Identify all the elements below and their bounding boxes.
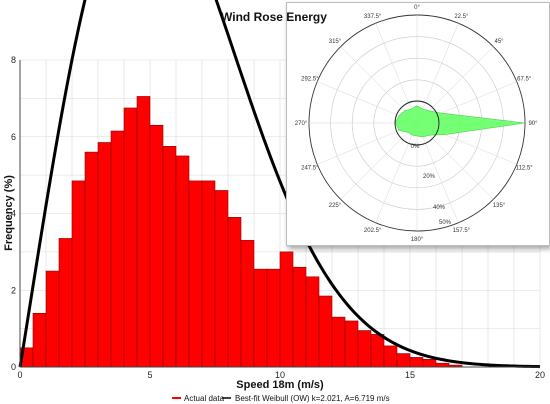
- histogram-bar: [279, 251, 294, 368]
- histogram-bar: [162, 146, 177, 368]
- wind-rose-spoke: [416, 46, 494, 124]
- wind-rose-direction-label: 67.5°: [517, 77, 532, 83]
- histogram-bar: [435, 362, 450, 368]
- wind-rose-direction-label: 22.5°: [454, 14, 469, 20]
- wind-rose-radial-label: 40%: [433, 205, 446, 211]
- wind-rose-direction-label: 337.5°: [364, 14, 382, 20]
- histogram-bar: [240, 240, 255, 368]
- x-tick-label: 20: [535, 370, 545, 380]
- y-tick-label: 4: [11, 209, 16, 219]
- wind-rose-spoke: [375, 23, 418, 124]
- weibull-curve: [18, 0, 541, 369]
- histogram-bar: [331, 316, 346, 368]
- histogram-bar: [149, 124, 164, 368]
- wind-rose-direction-label: 157.5°: [453, 228, 471, 234]
- wind-rose-spoke: [340, 122, 418, 200]
- legend-weibull-label: Best-fit Weibull (OW) k=2.021, A=6.719 m…: [235, 394, 390, 403]
- histogram-bar: [370, 334, 385, 368]
- x-tick-label: 10: [275, 370, 285, 380]
- wind-rose-direction-label: 270°: [295, 121, 308, 127]
- histogram-bar: [422, 359, 437, 368]
- wind-rose-direction-label: 292.5°: [301, 77, 319, 83]
- wind-rose-direction-label: 202.5°: [364, 228, 382, 234]
- wind-rose-radial-label: 20%: [423, 174, 436, 180]
- y-tick-label: 2: [11, 285, 16, 295]
- histogram-bar: [71, 180, 86, 368]
- histogram-bar: [318, 295, 333, 368]
- histogram-bar: [110, 130, 125, 368]
- histogram-bar: [396, 353, 411, 368]
- histogram-bar: [32, 312, 47, 368]
- histogram-bar: [227, 217, 242, 368]
- legend-actual-label: Actual data: [184, 394, 225, 403]
- y-tick-labels: 0 2 4 6 8: [11, 55, 16, 372]
- histogram-bar: [123, 107, 138, 368]
- wind-rose-area: [395, 105, 526, 138]
- histogram-bar: [383, 345, 398, 368]
- x-tick-label: 5: [147, 370, 152, 380]
- histogram-bar: [188, 180, 203, 368]
- wind-rose-direction-label: 247.5°: [301, 165, 319, 171]
- wind-rose-direction-label: 90°: [528, 121, 538, 127]
- wind-rose-radial-label: 50%: [439, 220, 452, 226]
- wind-rose-direction-label: 0°: [414, 5, 420, 11]
- x-axis-label: Speed 18m (m/s): [236, 379, 324, 391]
- wind-rose-spoke: [340, 46, 418, 124]
- x-tick-labels: 0 5 10 15 20: [17, 370, 545, 380]
- wind-rose-spoke: [416, 23, 459, 124]
- y-tick-label: 0: [11, 362, 16, 372]
- wind-rose-spoke: [375, 122, 418, 223]
- x-tick-label: 15: [405, 370, 415, 380]
- wind-rose-direction-labels: 0° 22.5° 45° 67.5° 90° 112.5° 135° 157.5° 180° 20…: [295, 5, 538, 243]
- histogram-bar: [97, 142, 112, 368]
- histogram-bar: [292, 266, 307, 368]
- wind-rose-spoke: [416, 122, 459, 223]
- wind-rose-direction-label: 315°: [329, 39, 342, 45]
- wind-rose-chart: 0° 22.5° 45° 67.5° 90° 112.5° 135° 157.5° 180° 20…: [295, 5, 538, 243]
- wind-rose-calm-circle: [394, 100, 440, 146]
- histogram-bar: [84, 151, 99, 368]
- wind-rose-direction-label: 225°: [329, 203, 342, 209]
- histogram-bar: [214, 190, 229, 368]
- histogram-bar: [344, 320, 359, 368]
- wind-rose-direction-label: 135°: [493, 203, 506, 209]
- wind-rose-radial-label: 0%: [411, 144, 420, 150]
- histogram-bar: [253, 268, 268, 368]
- histogram-bar: [58, 238, 73, 368]
- wind-rose-direction-label: 180°: [411, 237, 424, 243]
- histogram-bar: [266, 268, 281, 368]
- histogram-bar: [201, 180, 216, 368]
- histogram-bars: [19, 96, 463, 368]
- y-tick-label: 6: [11, 132, 16, 142]
- histogram-bar: [409, 357, 424, 368]
- wind-rose-spoke: [416, 122, 494, 200]
- wind-rose-panel: 0° 22.5° 45° 67.5° 90° 112.5° 135° 157.5° 180° 20…: [286, 2, 550, 246]
- histogram-bar: [175, 155, 190, 368]
- y-axis-label: Frequency (%): [3, 175, 15, 251]
- wind-rose-radial-labels: 0% 20% 40% 50%: [411, 144, 452, 226]
- histogram-bar: [136, 96, 151, 368]
- wind-rose-direction-label: 45°: [494, 39, 504, 45]
- histogram-bar: [357, 330, 372, 368]
- x-tick-label: 0: [17, 370, 22, 380]
- histogram-bar: [305, 276, 320, 368]
- y-tick-label: 8: [11, 55, 16, 65]
- histogram-bar: [45, 270, 60, 368]
- wind-rose-direction-label: 112.5°: [516, 165, 534, 171]
